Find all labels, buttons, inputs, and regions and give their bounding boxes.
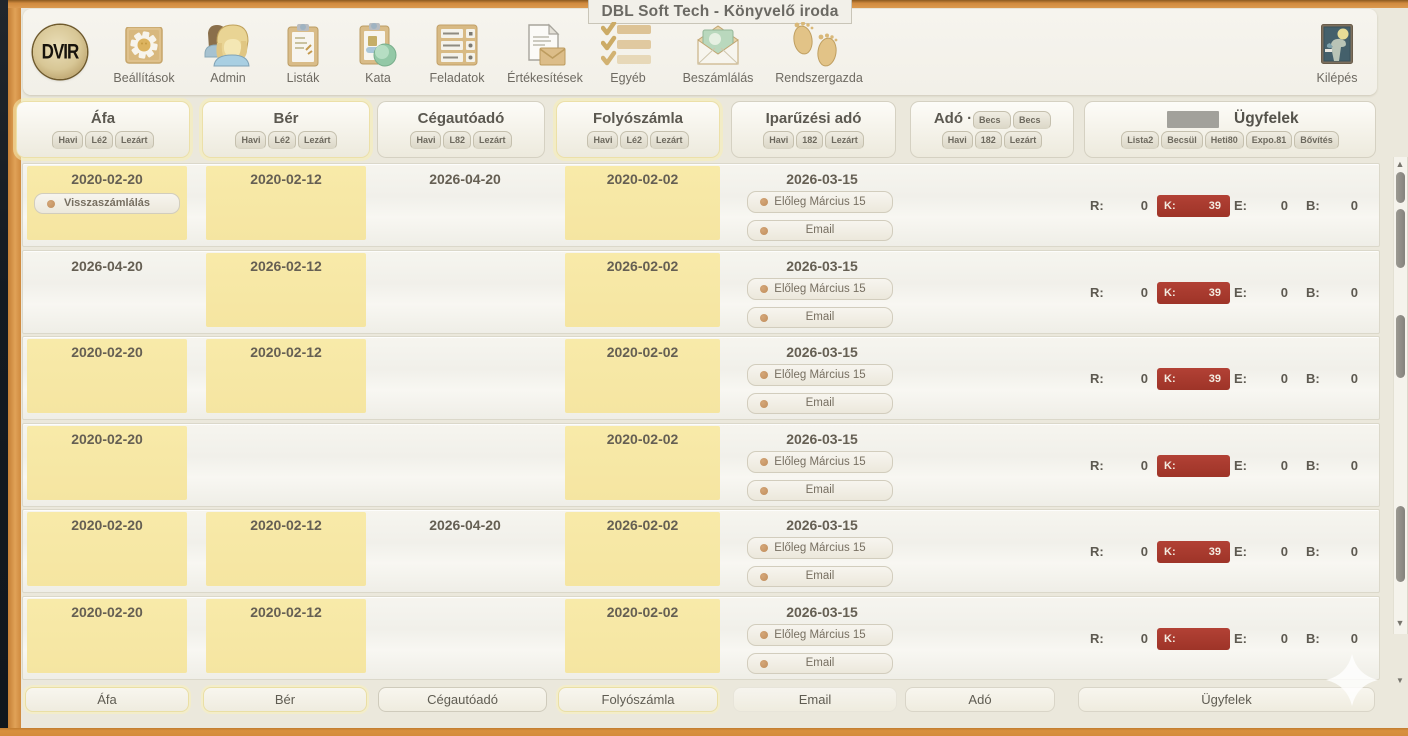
- svg-text:DVIR: DVIR: [42, 41, 80, 64]
